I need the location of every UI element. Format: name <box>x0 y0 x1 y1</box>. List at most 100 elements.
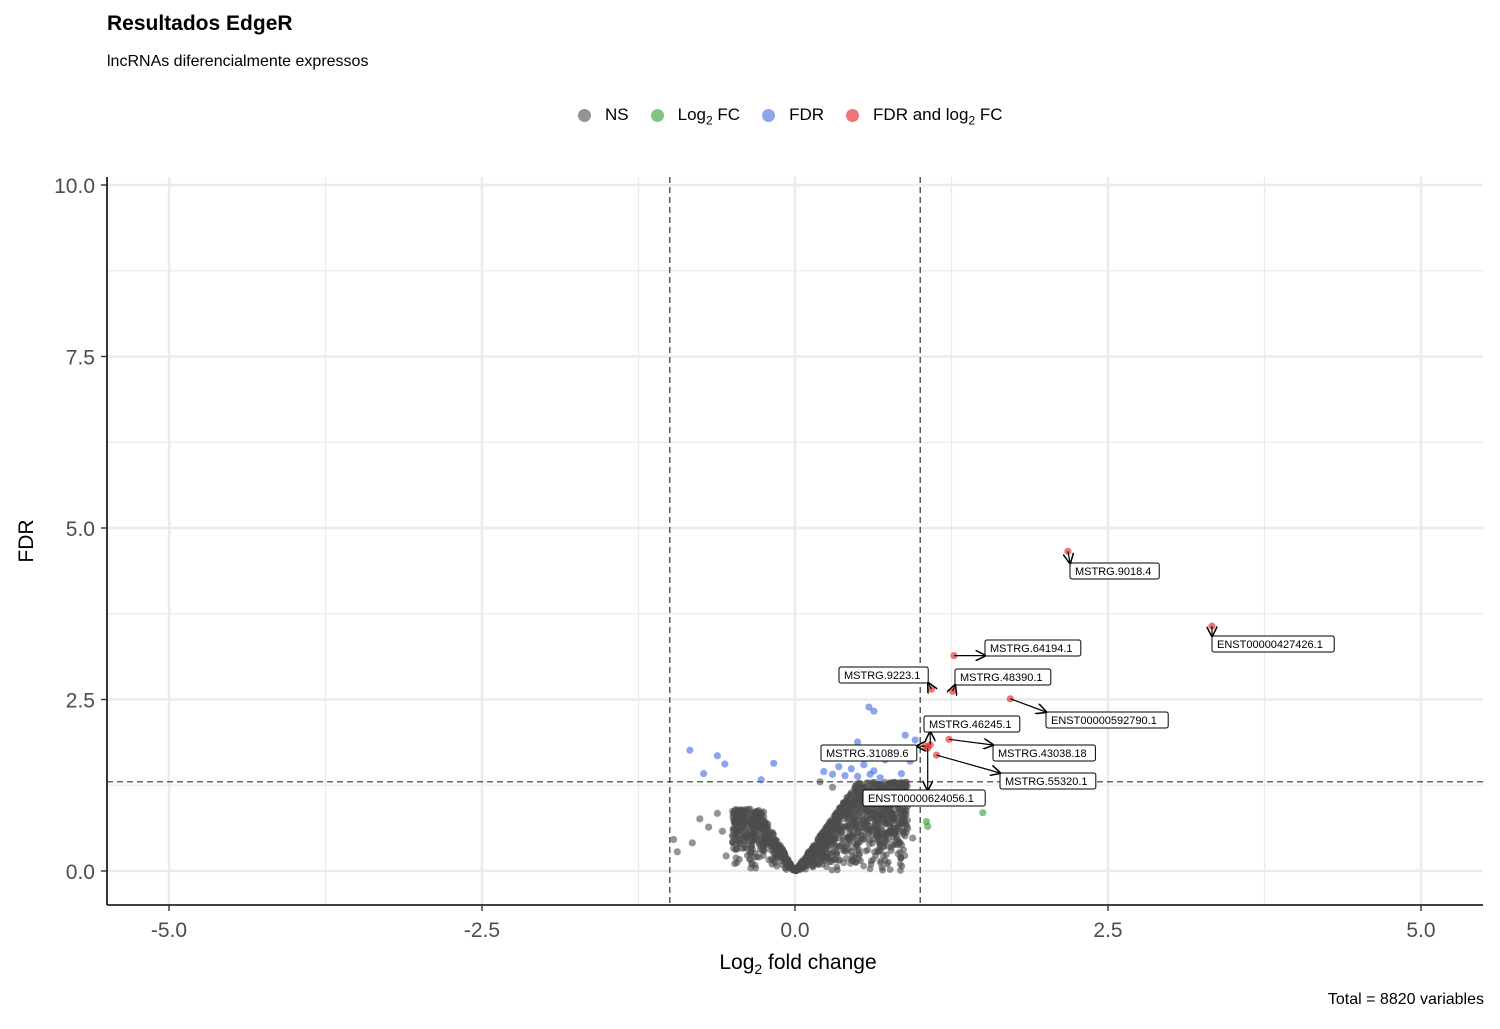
annotation-label: MSTRG.31089.6 <box>826 748 909 760</box>
data-point <box>828 783 837 791</box>
data-point <box>688 839 696 847</box>
y-tick-label: 7.5 <box>66 347 95 370</box>
ns-point <box>871 815 879 822</box>
annotation-label: ENST00000592790.1 <box>1051 715 1157 727</box>
series-fdr <box>686 703 919 784</box>
data-point <box>854 738 862 746</box>
ns-point <box>769 847 777 855</box>
ns-point <box>735 837 743 845</box>
data-point <box>876 774 884 782</box>
ns-point <box>848 856 855 864</box>
y-tick-label: 2.5 <box>66 690 95 713</box>
x-tick-label: -2.5 <box>464 919 500 942</box>
ns-point <box>880 852 888 860</box>
data-point <box>979 809 987 817</box>
data-point <box>841 772 849 780</box>
y-tick-label: 0.0 <box>66 861 95 884</box>
data-point <box>891 811 899 819</box>
ns-point <box>855 807 863 815</box>
data-point <box>700 769 708 778</box>
data-point <box>901 731 909 739</box>
data-point <box>705 823 713 831</box>
x-axis-title: Log2 fold change <box>719 951 876 977</box>
ns-point <box>901 852 909 860</box>
ns-point <box>732 854 740 862</box>
y-axis-title: FDR <box>15 519 38 562</box>
annotation-box <box>923 715 1021 733</box>
ns-point <box>794 863 802 871</box>
ns-point <box>866 826 874 834</box>
ns-point <box>820 853 827 861</box>
x-tick-label: 2.5 <box>1093 919 1122 942</box>
ns-point <box>899 807 907 815</box>
data-point <box>870 767 878 775</box>
data-point <box>897 841 906 849</box>
x-tick-label: 0.0 <box>780 919 809 942</box>
data-point <box>669 835 678 844</box>
data-point <box>899 819 907 827</box>
data-point <box>870 707 878 715</box>
ns-point <box>789 864 797 872</box>
ns-point <box>754 808 761 816</box>
data-point <box>738 844 747 852</box>
ns-point <box>826 858 833 866</box>
ns-point <box>818 842 826 850</box>
data-point <box>820 767 828 776</box>
ns-point <box>746 838 753 845</box>
ns-point <box>818 829 826 837</box>
ns-point <box>840 859 848 867</box>
ns-point <box>874 834 882 842</box>
ns-point <box>761 833 769 841</box>
legend-swatch-fdr <box>762 109 776 123</box>
ns-point <box>884 781 892 789</box>
ns-point <box>729 826 737 834</box>
legend-item-fdr-and-log2fc: FDR and log2 FC <box>846 105 1003 127</box>
data-point <box>722 852 730 860</box>
ns-point <box>884 842 892 850</box>
ns-point <box>833 866 841 874</box>
ns-point <box>839 834 847 842</box>
ns-point <box>751 853 758 861</box>
annotation-box <box>862 789 986 807</box>
ns-point <box>871 781 879 788</box>
data-point <box>949 687 957 695</box>
ns-point <box>825 820 833 828</box>
data-point <box>746 805 754 813</box>
ns-point <box>776 841 784 849</box>
ns-point <box>765 856 773 864</box>
legend: NS Log2 FC FDR FDR and log2 FC <box>578 104 1025 128</box>
ns-point <box>882 830 890 837</box>
data-point <box>904 824 912 833</box>
ns-point <box>867 857 875 865</box>
legend-swatch-log2fc <box>650 109 664 123</box>
data-point <box>770 759 778 767</box>
x-tick-label: 5.0 <box>1406 919 1435 942</box>
data-point <box>828 770 837 778</box>
annotation-box <box>992 744 1096 762</box>
ns-point <box>874 846 881 854</box>
annotation-label: MSTRG.64194.1 <box>990 643 1073 655</box>
annotation-connector <box>936 754 1000 773</box>
ns-point <box>749 824 756 832</box>
ns-point <box>783 862 791 870</box>
data-point <box>753 820 762 828</box>
annotation-connector <box>1068 551 1070 563</box>
data-point <box>927 685 936 693</box>
legend-item-fdr: FDR <box>762 105 824 127</box>
ns-point <box>761 819 769 827</box>
chart-title: Resultados EdgeR <box>107 12 293 35</box>
legend-label-log2fc: Log2 FC <box>677 104 741 128</box>
data-point <box>696 815 704 823</box>
annotation-label: MSTRG.9223.1 <box>844 670 920 682</box>
ns-point <box>734 820 742 828</box>
ns-point <box>803 854 810 862</box>
ns-point <box>891 779 899 787</box>
ns-point <box>898 862 906 870</box>
ns-point <box>862 847 870 855</box>
data-point <box>686 746 694 754</box>
chart-subtitle: lncRNAs diferencialmente expressos <box>107 53 369 70</box>
ns-point <box>773 852 781 860</box>
series-log2-fc <box>922 809 987 831</box>
ns-point <box>883 860 891 868</box>
